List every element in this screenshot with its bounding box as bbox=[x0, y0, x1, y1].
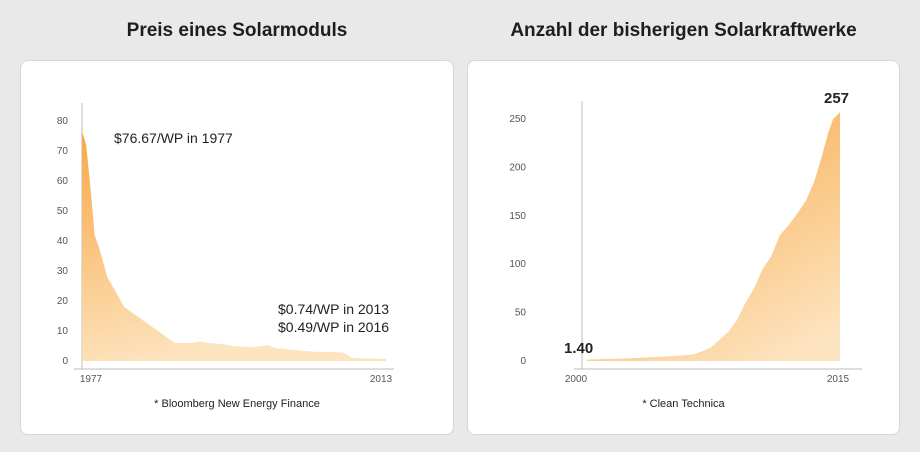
annotation-label: 257 bbox=[824, 90, 849, 107]
area-series bbox=[587, 112, 840, 361]
annotation-label: $0.74/WP in 2013 bbox=[278, 301, 389, 317]
y-tick-label: 70 bbox=[57, 146, 69, 157]
y-tick-label: 0 bbox=[62, 356, 68, 367]
x-tick-label: 2013 bbox=[370, 374, 393, 385]
y-tick-label: 80 bbox=[57, 116, 69, 127]
area-series bbox=[82, 131, 386, 361]
x-tick-label: 1977 bbox=[80, 374, 103, 385]
y-tick-label: 150 bbox=[509, 211, 526, 222]
y-tick-label: 0 bbox=[520, 356, 526, 367]
chart-card-count: 0 50 100 150 200 250 2000 2015 1.40 257 * Clean T… bbox=[467, 60, 900, 435]
y-tick-label: 100 bbox=[509, 259, 526, 270]
chart-card-price: 0 10 20 30 40 50 60 70 80 1977 2013 $76.67/WP in 19… bbox=[20, 60, 454, 435]
chart-title-panel-price: Preis eines Solarmoduls bbox=[126, 20, 348, 41]
x-tick-label: 2000 bbox=[565, 374, 588, 385]
area-chart-price: 0 10 20 30 40 50 60 70 80 1977 2013 $76.67/WP in 19… bbox=[57, 103, 394, 385]
chart-title-panel-count: Anzahl der bisherigen Solarkraftwerke bbox=[510, 20, 857, 41]
y-tick-label: 250 bbox=[509, 114, 526, 125]
y-tick-label: 20 bbox=[57, 296, 69, 307]
y-tick-label: 40 bbox=[57, 236, 69, 247]
y-tick-label: 200 bbox=[509, 162, 526, 173]
y-tick-label: 50 bbox=[515, 308, 527, 319]
annotation-label: 1.40 bbox=[564, 340, 593, 357]
annotation-label: $0.49/WP in 2016 bbox=[278, 319, 389, 335]
area-chart-count: 0 50 100 150 200 250 2000 2015 1.40 257 bbox=[509, 90, 862, 385]
source-note-count: * Clean Technica bbox=[642, 398, 725, 410]
y-tick-label: 30 bbox=[57, 266, 69, 277]
annotation-label: $76.67/WP in 1977 bbox=[114, 130, 233, 146]
y-tick-label: 60 bbox=[57, 176, 69, 187]
y-tick-label: 10 bbox=[57, 326, 69, 337]
y-tick-label: 50 bbox=[57, 206, 69, 217]
source-note-price: * Bloomberg New Energy Finance bbox=[154, 398, 320, 410]
x-tick-label: 2015 bbox=[827, 374, 850, 385]
